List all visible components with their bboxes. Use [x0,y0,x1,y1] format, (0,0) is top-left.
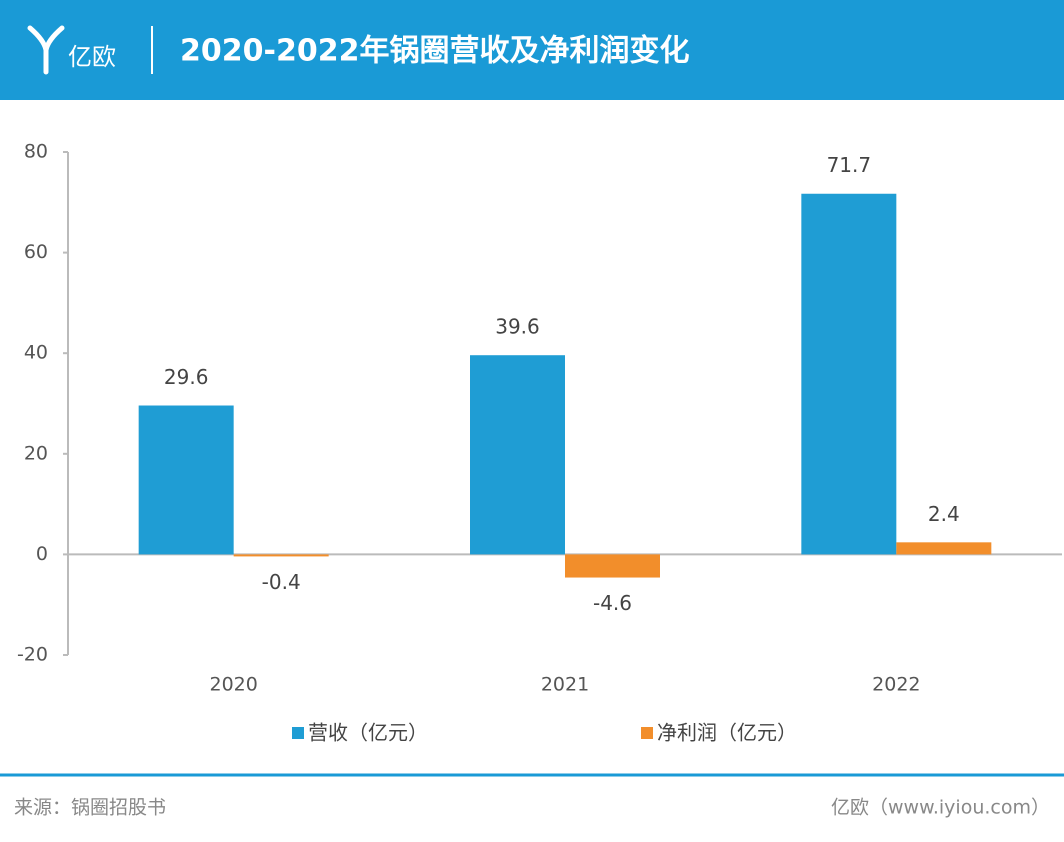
bar [565,554,660,578]
bar [138,405,234,555]
source: 来源：锅圈招股书 [14,797,166,819]
legend-swatch [641,727,653,739]
legend-label: 营收（亿元） [308,721,428,745]
logo-text: 亿欧 [68,43,116,71]
y-tick-label: 60 [24,241,48,263]
y-tick-label: 80 [24,141,48,163]
legend-swatch [292,727,304,739]
header-bar [0,0,1064,100]
bar [470,355,565,555]
data-label: -4.6 [593,591,632,615]
data-label: 29.6 [164,365,209,389]
y-tick-label: -20 [17,644,48,666]
logo-mark [27,25,65,75]
chart-title: 2020-2022年锅圈营收及净利润变化 [180,34,689,69]
x-tick-label: 2022 [872,674,920,696]
bar [801,193,897,555]
data-label: 2.4 [928,502,960,526]
data-label: 71.7 [827,153,872,177]
x-tick-label: 2021 [541,674,589,696]
legend-label: 净利润（亿元） [657,721,797,745]
y-tick-label: 0 [36,543,48,565]
x-tick-label: 2020 [209,674,257,696]
site: 亿欧（www.iyiou.com） [831,797,1050,819]
data-label: -0.4 [262,570,301,594]
y-tick-label: 20 [24,442,48,464]
bar [896,542,992,555]
y-tick-label: 40 [24,342,48,364]
bar [233,554,329,557]
data-label: 39.6 [495,315,540,339]
